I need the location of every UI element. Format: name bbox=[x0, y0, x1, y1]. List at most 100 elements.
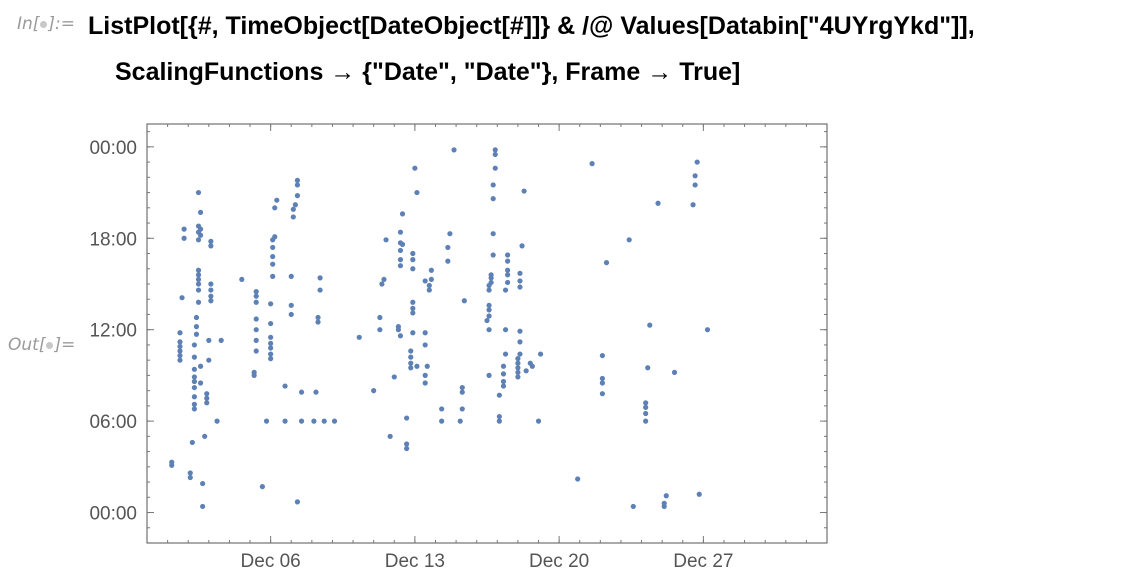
data-point bbox=[270, 253, 276, 260]
data-point bbox=[414, 363, 420, 369]
data-point bbox=[202, 433, 208, 439]
data-point bbox=[169, 462, 175, 468]
data-point bbox=[191, 384, 197, 391]
data-point bbox=[377, 314, 383, 321]
data-point bbox=[505, 267, 511, 273]
data-point bbox=[496, 413, 502, 420]
data-point bbox=[459, 384, 465, 391]
data-point bbox=[414, 189, 420, 196]
data-point bbox=[208, 281, 214, 287]
data-point bbox=[696, 491, 702, 497]
data-point bbox=[191, 342, 197, 348]
cell-number-placeholder-icon bbox=[40, 20, 48, 28]
data-point bbox=[197, 232, 204, 238]
data-point bbox=[410, 257, 416, 263]
data-point bbox=[496, 418, 502, 424]
input-code-line-1[interactable]: ListPlot[{#, TimeObject[DateObject[#]]} … bbox=[88, 12, 975, 40]
data-point bbox=[490, 252, 496, 258]
data-point bbox=[321, 418, 327, 424]
data-point bbox=[496, 392, 502, 398]
data-point bbox=[519, 243, 525, 249]
data-point bbox=[408, 348, 414, 354]
input-label-prefix: In[ bbox=[17, 14, 40, 34]
data-point bbox=[517, 278, 523, 284]
data-point bbox=[515, 356, 521, 362]
data-point bbox=[404, 445, 410, 452]
data-point bbox=[505, 279, 511, 286]
data-point bbox=[515, 374, 521, 380]
data-point bbox=[356, 334, 362, 340]
data-point bbox=[505, 272, 511, 278]
data-point bbox=[410, 305, 416, 311]
data-point bbox=[191, 378, 197, 385]
data-point bbox=[193, 324, 200, 330]
data-point bbox=[410, 330, 416, 336]
data-point bbox=[294, 499, 301, 505]
data-point bbox=[486, 307, 492, 313]
data-point bbox=[517, 351, 523, 357]
data-points bbox=[169, 147, 711, 510]
data-point bbox=[315, 314, 321, 321]
y-tick-label: 06:00 bbox=[89, 412, 137, 433]
data-point bbox=[492, 147, 498, 153]
data-point bbox=[181, 226, 187, 232]
data-point bbox=[517, 339, 523, 345]
data-point bbox=[379, 281, 385, 287]
data-point bbox=[502, 351, 509, 357]
data-point bbox=[490, 196, 496, 202]
x-tick-label: Dec 06 bbox=[241, 551, 301, 572]
data-point bbox=[282, 418, 288, 424]
data-point bbox=[274, 197, 280, 203]
data-point bbox=[603, 260, 610, 266]
data-point bbox=[486, 372, 492, 378]
data-point bbox=[313, 389, 319, 395]
data-point bbox=[195, 287, 202, 293]
data-point bbox=[253, 337, 259, 343]
data-point bbox=[643, 418, 649, 424]
data-point bbox=[288, 302, 294, 308]
data-point bbox=[204, 391, 210, 397]
data-point bbox=[282, 383, 288, 389]
data-point bbox=[486, 287, 492, 293]
plot-frame bbox=[146, 123, 828, 544]
data-point bbox=[422, 342, 428, 348]
data-point bbox=[200, 503, 206, 510]
data-point bbox=[505, 252, 511, 258]
data-point bbox=[626, 237, 632, 243]
input-code-line-2[interactable]: ScalingFunctions → {"Date", "Date"}, Fra… bbox=[115, 58, 741, 86]
data-point bbox=[268, 345, 274, 351]
data-point bbox=[191, 394, 197, 400]
data-point bbox=[253, 348, 259, 354]
data-point bbox=[661, 500, 667, 506]
data-point bbox=[253, 299, 259, 305]
data-point bbox=[445, 244, 451, 251]
data-point bbox=[208, 293, 214, 299]
x-tick-label: Dec 13 bbox=[385, 551, 445, 572]
data-point bbox=[643, 410, 649, 417]
data-point bbox=[191, 374, 197, 380]
cell-number-placeholder-icon bbox=[46, 341, 54, 349]
data-point bbox=[490, 182, 496, 188]
data-point bbox=[177, 352, 183, 359]
data-point bbox=[488, 279, 494, 286]
data-point bbox=[208, 238, 214, 244]
data-point bbox=[315, 319, 321, 325]
data-point bbox=[428, 267, 434, 273]
data-point bbox=[195, 267, 202, 273]
data-point bbox=[195, 299, 202, 305]
data-point bbox=[704, 327, 711, 333]
data-point bbox=[457, 418, 463, 424]
data-point bbox=[663, 493, 669, 499]
data-point bbox=[191, 406, 197, 412]
data-point bbox=[383, 237, 389, 243]
input-label-suffix: ]:= bbox=[48, 14, 76, 34]
output-cell-label: Out[]= bbox=[8, 335, 75, 355]
data-point bbox=[424, 363, 430, 369]
data-point bbox=[502, 327, 509, 333]
data-point bbox=[486, 302, 492, 308]
data-point bbox=[451, 147, 457, 153]
data-point bbox=[288, 311, 294, 318]
data-point bbox=[311, 418, 317, 424]
data-point bbox=[387, 433, 393, 439]
